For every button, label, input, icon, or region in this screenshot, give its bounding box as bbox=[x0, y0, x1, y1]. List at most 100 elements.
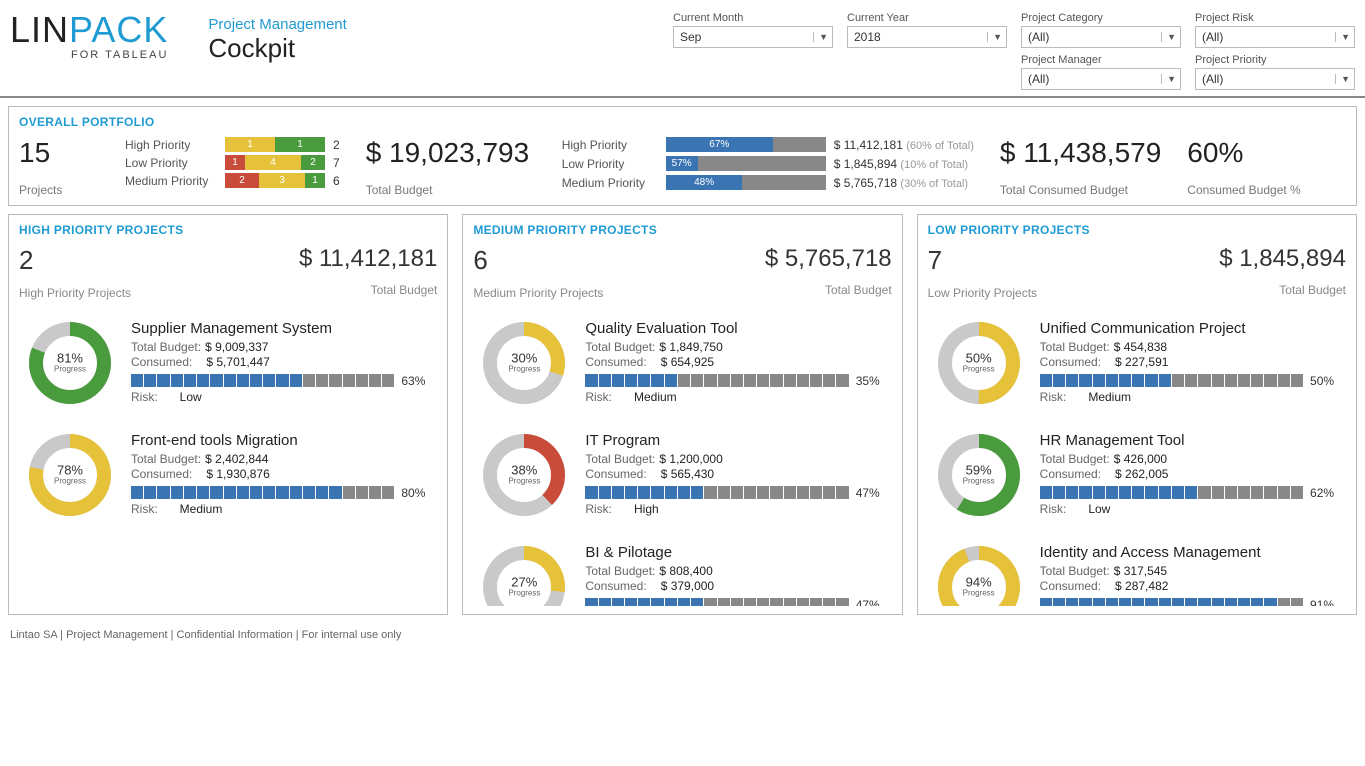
project-total-budget: Total Budget:$ 808,400 bbox=[585, 564, 879, 578]
consumed-tick bbox=[625, 486, 637, 499]
consumed-tick bbox=[369, 486, 381, 499]
consumed-tick bbox=[585, 598, 597, 606]
priority-dist-segment: 1 bbox=[225, 137, 275, 152]
progress-donut: 38%Progress bbox=[481, 432, 567, 518]
priority-dist-label: Low Priority bbox=[125, 156, 225, 170]
project-total-budget: Total Budget:$ 426,000 bbox=[1040, 452, 1334, 466]
priority-dist-row: Low Priority1427 bbox=[125, 155, 340, 170]
priority-dist-bar: 231 bbox=[225, 173, 325, 188]
panel-count-label: Medium Priority Projects bbox=[473, 286, 603, 300]
panel-count: 7 bbox=[928, 245, 1037, 276]
consumed-tick bbox=[1172, 486, 1184, 499]
project-list[interactable]: 30%Progress Quality Evaluation Tool Tota… bbox=[473, 306, 891, 606]
consumed-tick bbox=[1198, 374, 1210, 387]
consumed-tick bbox=[1040, 374, 1052, 387]
project-consumed: Consumed:$ 565,430 bbox=[585, 467, 879, 481]
consumed-tick bbox=[797, 598, 809, 606]
consumed-tick bbox=[612, 598, 624, 606]
consumed-tick bbox=[263, 486, 275, 499]
consumed-tick bbox=[144, 486, 156, 499]
priority-dist-segment: 3 bbox=[259, 173, 305, 188]
priority-columns: HIGH PRIORITY PROJECTS 2 High Priority P… bbox=[0, 214, 1365, 623]
header: LINPACK FOR TABLEAU Project Management C… bbox=[0, 0, 1365, 98]
consumed-tick bbox=[665, 374, 677, 387]
filter-select[interactable]: Sep▼ bbox=[673, 26, 833, 48]
consumed-tick bbox=[638, 374, 650, 387]
consumed-tick bbox=[1264, 598, 1276, 606]
consumed-tick bbox=[1159, 598, 1171, 606]
filter-select[interactable]: (All)▼ bbox=[1021, 68, 1181, 90]
panel-budget: $ 5,765,718 bbox=[765, 245, 892, 273]
consumed-tick bbox=[210, 486, 222, 499]
project-info: Quality Evaluation Tool Total Budget:$ 1… bbox=[585, 320, 887, 406]
consumed-tick bbox=[651, 486, 663, 499]
consumed-pct: 80% bbox=[401, 486, 425, 500]
consumed-tick bbox=[718, 374, 730, 387]
project-list[interactable]: 50%Progress Unified Communication Projec… bbox=[928, 306, 1346, 606]
consumed-pct: 91% bbox=[1310, 598, 1334, 607]
project-name: HR Management Tool bbox=[1040, 432, 1334, 449]
consumed-tick bbox=[599, 598, 611, 606]
filter-select[interactable]: 2018▼ bbox=[847, 26, 1007, 48]
priority-dist-segment: 1 bbox=[225, 155, 245, 170]
filter-label: Project Category bbox=[1021, 12, 1181, 24]
progress-label: 59%Progress bbox=[963, 463, 995, 486]
filter-select[interactable]: (All)▼ bbox=[1195, 68, 1355, 90]
consumed-tick bbox=[797, 486, 809, 499]
consumed-tick bbox=[797, 374, 809, 387]
panel-overall-portfolio: OVERALL PORTFOLIO 15 Projects High Prior… bbox=[8, 106, 1357, 206]
project-row: 38%Progress IT Program Total Budget:$ 1,… bbox=[473, 422, 891, 534]
panel-count: 6 bbox=[473, 245, 603, 276]
filter-value: (All) bbox=[1202, 30, 1223, 44]
kpi-consumed-budget-value: $ 11,438,579 bbox=[1000, 137, 1161, 169]
filter-value: 2018 bbox=[854, 30, 881, 44]
kpi-projects: 15 Projects bbox=[19, 137, 99, 197]
consumed-tick bbox=[625, 598, 637, 606]
consumed-tick bbox=[651, 374, 663, 387]
consumed-tick bbox=[1238, 486, 1250, 499]
filter-select[interactable]: (All)▼ bbox=[1195, 26, 1355, 48]
priority-dist-segment: 2 bbox=[301, 155, 325, 170]
consumed-tick bbox=[1040, 486, 1052, 499]
kpi-consumed-pct-label: Consumed Budget % bbox=[1187, 183, 1300, 197]
consumed-dist-bar: 48% bbox=[666, 175, 826, 190]
progress-label: 94%Progress bbox=[963, 575, 995, 598]
filter-label: Project Manager bbox=[1021, 54, 1181, 66]
project-total-budget: Total Budget:$ 1,849,750 bbox=[585, 340, 879, 354]
consumed-tick bbox=[1212, 598, 1224, 606]
progress-donut: 59%Progress bbox=[936, 432, 1022, 518]
progress-donut: 81%Progress bbox=[27, 320, 113, 406]
kpi-total-budget-value: $ 19,023,793 bbox=[366, 137, 536, 169]
consumed-pct: 62% bbox=[1310, 486, 1334, 500]
consumed-tick bbox=[1066, 374, 1078, 387]
consumed-tick bbox=[369, 374, 381, 387]
consumed-tick bbox=[718, 486, 730, 499]
priority-dist-label: Medium Priority bbox=[125, 174, 225, 188]
project-row: 78%Progress Front-end tools Migration To… bbox=[19, 422, 437, 534]
filter-select[interactable]: (All)▼ bbox=[1021, 26, 1181, 48]
logo-text-lin: LIN bbox=[10, 9, 69, 50]
consumed-dist-label: High Priority bbox=[562, 138, 666, 152]
consumed-tick bbox=[250, 486, 262, 499]
project-consumed: Consumed:$ 287,482 bbox=[1040, 579, 1334, 593]
kpi-total-budget-label: Total Budget bbox=[366, 183, 536, 197]
project-total-budget: Total Budget:$ 1,200,000 bbox=[585, 452, 879, 466]
consumed-tick bbox=[1264, 486, 1276, 499]
consumed-bar: 91% bbox=[1040, 598, 1334, 606]
progress-donut: 50%Progress bbox=[936, 320, 1022, 406]
consumed-tick bbox=[1278, 598, 1290, 606]
consumed-tick bbox=[718, 598, 730, 606]
project-row: 94%Progress Identity and Access Manageme… bbox=[928, 534, 1346, 606]
panel-count: 2 bbox=[19, 245, 131, 276]
filter: Current MonthSep▼ bbox=[673, 12, 833, 48]
project-row: 81%Progress Supplier Management System T… bbox=[19, 310, 437, 422]
priority-dist-segment: 1 bbox=[275, 137, 325, 152]
project-risk: Risk:Medium bbox=[131, 502, 425, 516]
panel-budget: $ 1,845,894 bbox=[1219, 245, 1346, 273]
consumed-tick bbox=[290, 486, 302, 499]
consumed-tick bbox=[731, 486, 743, 499]
consumed-tick bbox=[356, 486, 368, 499]
panel-count-label: High Priority Projects bbox=[19, 286, 131, 300]
consumed-pct: 47% bbox=[856, 598, 880, 607]
consumed-tick bbox=[1145, 374, 1157, 387]
